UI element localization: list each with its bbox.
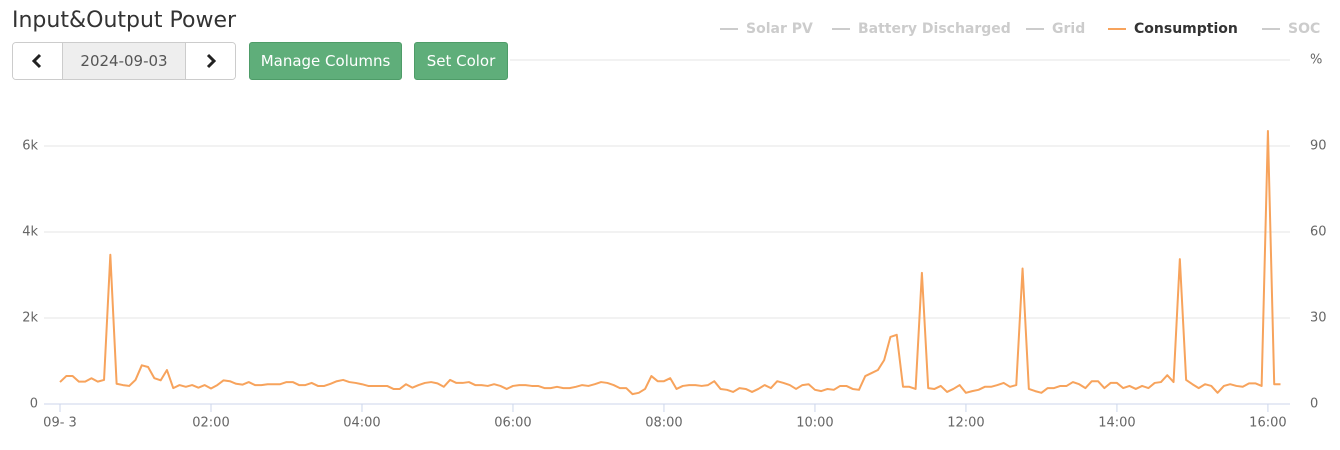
legend-label[interactable]: Battery Discharged xyxy=(858,21,1011,37)
y-tick-label: 2k xyxy=(22,311,38,326)
series-line xyxy=(59,129,1281,396)
y2-tick-label: 0 xyxy=(1310,397,1318,412)
chevron-right xyxy=(206,53,216,69)
x-tick-label: 10:00 xyxy=(796,416,833,431)
y-tick-label: 4k xyxy=(22,225,38,240)
prev-day-button[interactable] xyxy=(13,43,62,79)
set-color-button[interactable]: Set Color xyxy=(414,42,508,80)
date-field[interactable]: 2024-09-03 xyxy=(61,43,187,79)
y2-tick-label: 60 xyxy=(1310,225,1327,240)
y-tick-label: 6k xyxy=(22,139,38,154)
legend-label[interactable]: Consumption xyxy=(1134,21,1238,37)
x-tick-label: 06:00 xyxy=(494,416,531,431)
x-tick-label: 04:00 xyxy=(343,416,380,431)
legend-label[interactable]: Grid xyxy=(1052,21,1085,37)
next-day-button[interactable] xyxy=(186,43,235,79)
chevron-left xyxy=(32,53,42,69)
x-tick-label: 08:00 xyxy=(645,416,682,431)
y-tick-label: 0 xyxy=(30,397,38,412)
x-tick-label: 02:00 xyxy=(192,416,229,431)
x-tick-label: 09- 3 xyxy=(43,416,77,431)
manage-columns-button[interactable]: Manage Columns xyxy=(249,42,402,80)
x-tick-label: 16:00 xyxy=(1249,416,1286,431)
page-title: Input&Output Power xyxy=(12,8,237,33)
y2-axis-label: % xyxy=(1310,53,1322,68)
x-tick-label: 12:00 xyxy=(947,416,984,431)
legend-label[interactable]: SOC xyxy=(1288,21,1320,37)
x-tick-label: 14:00 xyxy=(1098,416,1135,431)
legend-label[interactable]: Solar PV xyxy=(746,21,813,37)
y2-tick-label: 90 xyxy=(1310,139,1327,154)
date-navigator: 2024-09-03 xyxy=(12,42,236,80)
y2-tick-label: 30 xyxy=(1310,311,1327,326)
